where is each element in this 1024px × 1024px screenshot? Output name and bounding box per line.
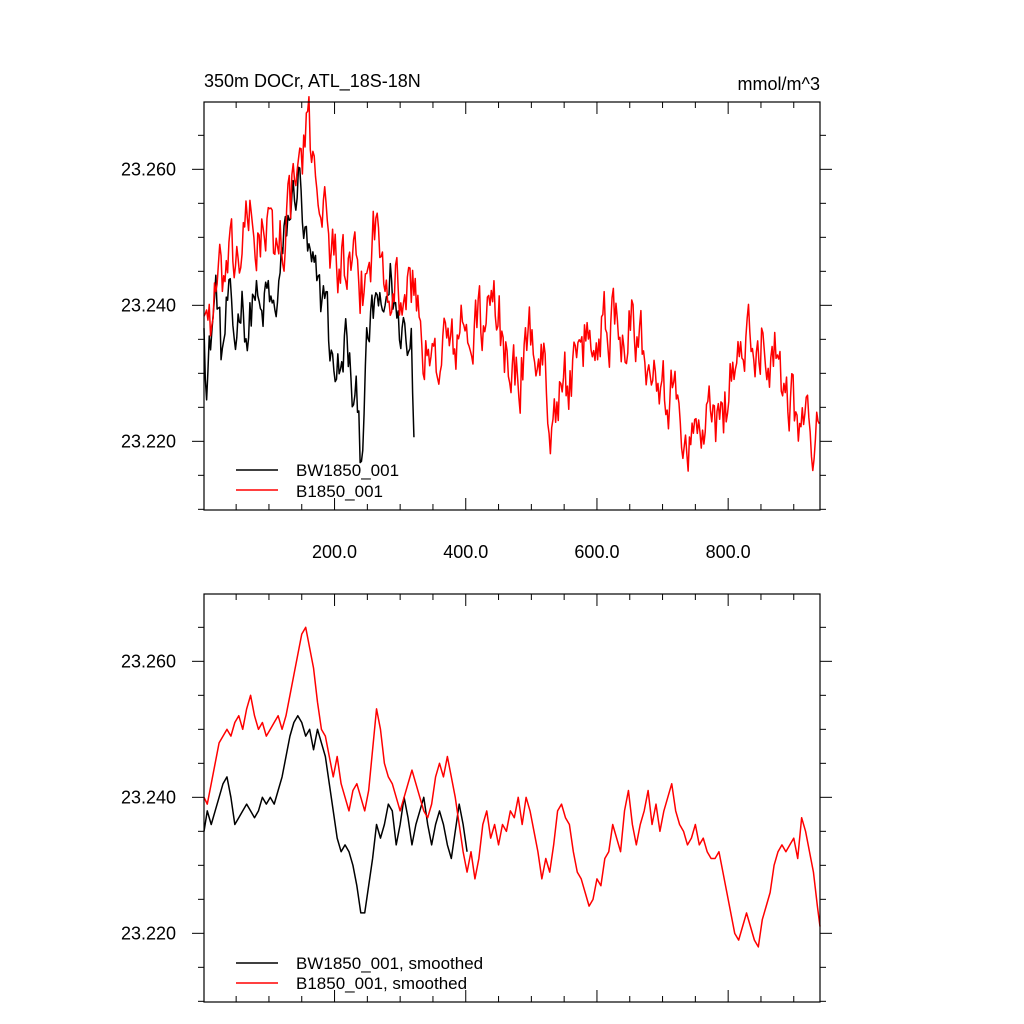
chart-title: 350m DOCr, ATL_18S-18N	[204, 71, 421, 92]
panel-top: 350m DOCr, ATL_18S-18N mmol/m^3 200.0 40…	[121, 71, 832, 562]
x-tick-label-400: 400.0	[443, 542, 488, 562]
panel-bottom: 23.220 23.240 23.260 BW1850_001, smoothe…	[121, 593, 832, 1003]
series-line-bw1850-001-smoothed	[203, 714, 468, 914]
y-tick-label-23260: 23.260	[121, 651, 176, 671]
bottom-frame	[203, 593, 821, 1003]
y-tick-label-23260: 23.260	[121, 159, 176, 179]
series-line-b1850-001-smoothed	[203, 626, 821, 948]
bottom-y-tick-labels: 23.220 23.240 23.260	[121, 651, 176, 943]
x-tick-label-600: 600.0	[574, 542, 619, 562]
top-x-tick-labels: 200.0 400.0 600.0 800.0	[312, 542, 751, 562]
top-axes	[192, 102, 832, 510]
top-frame	[203, 101, 821, 511]
series-line-bw1850-001	[203, 166, 415, 464]
legend-label-bw1850: BW1850_001	[296, 461, 399, 480]
top-y-tick-labels: 23.220 23.240 23.260	[121, 159, 176, 451]
top-legend: BW1850_001 B1850_001	[236, 461, 399, 501]
series-line-b1850-001	[203, 95, 821, 472]
bottom-legend: BW1850_001, smoothed B1850_001, smoothed	[236, 954, 483, 993]
bottom-plot-area	[203, 626, 821, 948]
x-tick-label-200: 200.0	[312, 542, 357, 562]
legend-label-b1850-smoothed: B1850_001, smoothed	[296, 974, 467, 993]
legend-label-bw1850-smoothed: BW1850_001, smoothed	[296, 954, 483, 973]
y-tick-label-23220: 23.220	[121, 923, 176, 943]
y-tick-label-23220: 23.220	[121, 431, 176, 451]
units-label: mmol/m^3	[738, 74, 820, 94]
legend-label-b1850: B1850_001	[296, 482, 383, 501]
x-tick-label-800: 800.0	[706, 542, 751, 562]
top-plot-area	[203, 95, 821, 472]
y-tick-label-23240: 23.240	[121, 295, 176, 315]
bottom-axes	[192, 594, 832, 1002]
y-tick-label-23240: 23.240	[121, 787, 176, 807]
